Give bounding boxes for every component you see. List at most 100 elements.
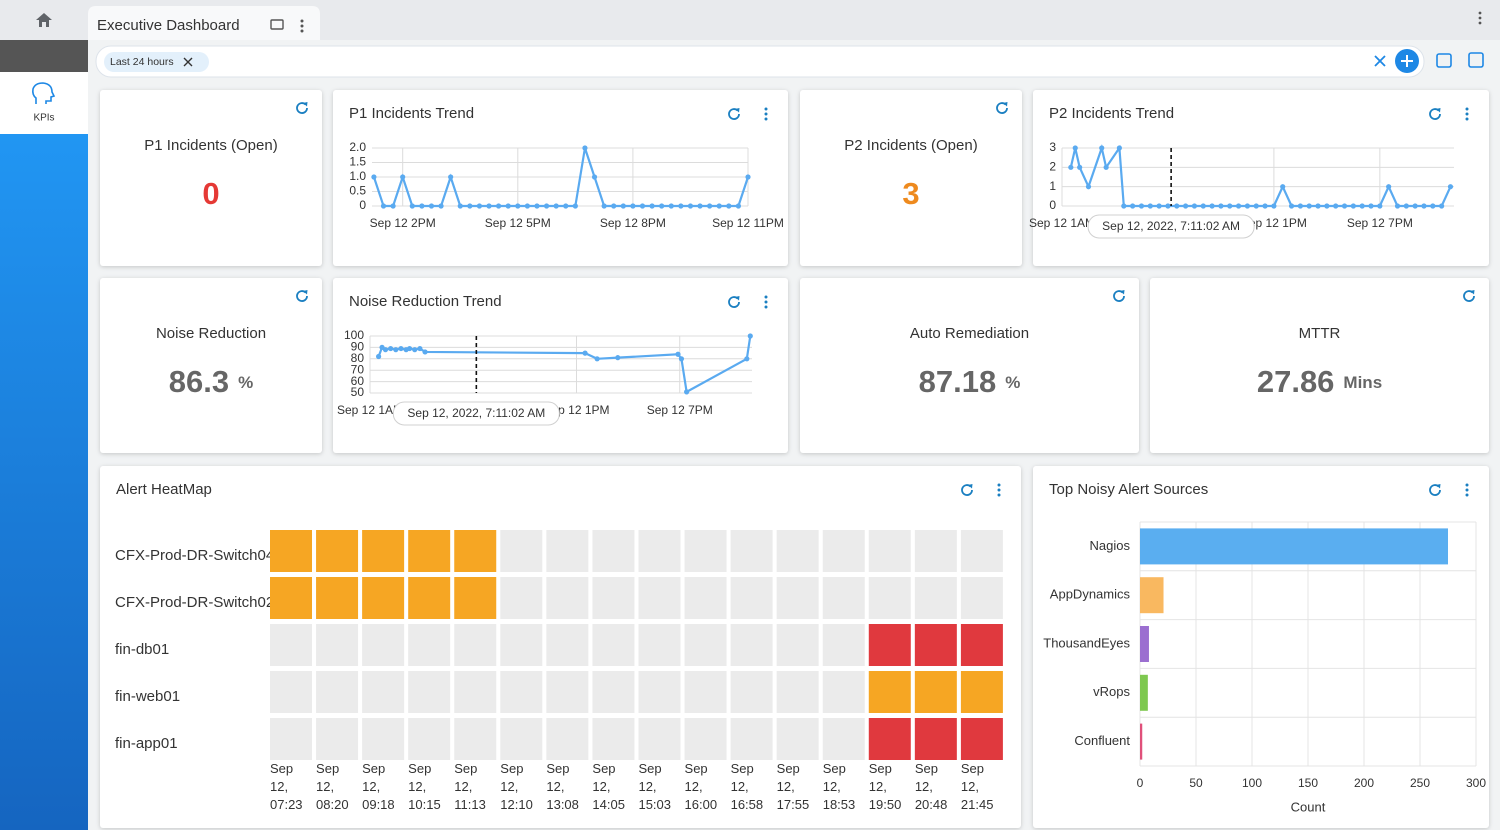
data-point (1306, 203, 1312, 209)
menu-dot[interactable] (1465, 107, 1469, 111)
data-point (572, 203, 578, 209)
heat-cell (822, 530, 865, 572)
data-point (582, 350, 588, 356)
refresh-icon[interactable] (728, 108, 740, 120)
heat-cell (270, 671, 312, 713)
home-icon[interactable] (36, 13, 52, 27)
y-tick-label: 50 (351, 385, 365, 399)
layout-icon[interactable] (1436, 53, 1452, 68)
y-tick-label: 2 (1049, 160, 1056, 174)
menu-dot[interactable] (764, 300, 768, 304)
refresh-icon[interactable] (996, 102, 1008, 114)
tab-menu[interactable] (300, 19, 304, 33)
data-point (620, 203, 626, 209)
kpi-card (800, 90, 1022, 266)
chart-title: P2 Incidents Trend (1049, 105, 1174, 122)
heat-cell (730, 577, 773, 619)
refresh-icon[interactable] (961, 484, 973, 496)
comment-icon[interactable] (270, 19, 284, 30)
heat-cell (500, 577, 543, 619)
filter-chip-label: Last 24 hours (110, 56, 174, 68)
data-point (649, 203, 655, 209)
data-point (1099, 145, 1105, 151)
heat-cell (776, 624, 819, 666)
data-point (393, 347, 399, 353)
heat-cell (914, 577, 957, 619)
data-point (496, 203, 502, 209)
filter-chip[interactable] (104, 52, 209, 72)
data-point (601, 203, 607, 209)
data-point (524, 203, 530, 209)
heat-cell (362, 671, 405, 713)
heat-cell (776, 530, 819, 572)
data-point (390, 203, 396, 209)
column-label: Sep 12, 13:08 (546, 761, 579, 812)
heat-cell (960, 671, 1003, 713)
menu-dot[interactable] (1465, 112, 1469, 116)
heat-cell (362, 718, 405, 760)
heat-cell (270, 624, 312, 666)
refresh-arrow (735, 108, 740, 113)
data-point (438, 203, 444, 209)
heat-cell (454, 718, 497, 760)
heat-cell (684, 624, 727, 666)
y-tick-label: 0 (1049, 198, 1056, 212)
data-point (735, 203, 742, 209)
menu-dot[interactable] (1465, 488, 1469, 492)
data-point (1209, 203, 1215, 209)
tooltip-text: Sep 12, 2022, 7:11:02 AM (1102, 219, 1240, 233)
app-menu[interactable] (1478, 11, 1482, 25)
data-point (428, 203, 435, 209)
y-tick-label: 70 (351, 362, 365, 376)
bar (1140, 528, 1448, 565)
heat-cell (730, 624, 773, 666)
menu-dot[interactable] (764, 117, 768, 121)
refresh-icon[interactable] (1429, 484, 1441, 496)
row-label: CFX-Prod-DR-Switch04 (115, 547, 274, 564)
refresh-icon[interactable] (728, 296, 740, 308)
heat-cell (362, 530, 405, 572)
column-label: Sep 12, 10:15 (408, 761, 441, 812)
sidebar (0, 134, 88, 830)
x-tick-label: Sep 12 1PM (543, 403, 609, 417)
heat-cell (868, 718, 911, 760)
data-point (1288, 203, 1295, 209)
data-point (745, 174, 751, 180)
column-label-box: Sep 12, 16:00 (685, 761, 718, 812)
sidebar-active[interactable] (0, 72, 88, 134)
refresh-icon[interactable] (1463, 290, 1475, 302)
heat-cell (546, 624, 589, 666)
column-label: Sep 12, 17:55 (776, 761, 810, 812)
menu-dot[interactable] (1465, 493, 1469, 497)
data-point (1174, 203, 1180, 209)
menu-dot[interactable] (997, 483, 1001, 487)
clear-filter[interactable] (1374, 55, 1386, 67)
refresh-icon[interactable] (296, 290, 308, 302)
refresh-icon[interactable] (1429, 108, 1441, 120)
heat-cell (362, 577, 405, 619)
kpi-number: 86.3 (169, 364, 229, 399)
refresh-icon[interactable] (296, 102, 308, 114)
chip-remove[interactable] (183, 57, 193, 67)
menu-dot[interactable] (764, 295, 768, 299)
heat-cell (638, 718, 681, 760)
menu-dot[interactable] (764, 107, 768, 111)
menu-dot[interactable] (764, 305, 768, 309)
refresh-arrow (1003, 102, 1008, 107)
heat-cell (822, 624, 865, 666)
menu-dot[interactable] (1465, 483, 1469, 487)
tab[interactable] (88, 6, 320, 40)
menu-dot[interactable] (764, 112, 768, 116)
x-tick-label: 300 (1466, 776, 1486, 790)
menu-dot[interactable] (1465, 117, 1469, 121)
sidebar-label: KPIs (33, 113, 54, 124)
heat-cell (868, 671, 911, 713)
menu-dot[interactable] (997, 488, 1001, 492)
save-icon[interactable] (1468, 52, 1484, 68)
refresh-icon[interactable] (1113, 290, 1125, 302)
data-point (1116, 145, 1122, 151)
menu-dot[interactable] (997, 493, 1001, 497)
column-label-box: Sep 12, 15:03 (638, 761, 671, 812)
kpi-value: 87.18% (919, 364, 1021, 399)
heat-cell (270, 718, 312, 760)
